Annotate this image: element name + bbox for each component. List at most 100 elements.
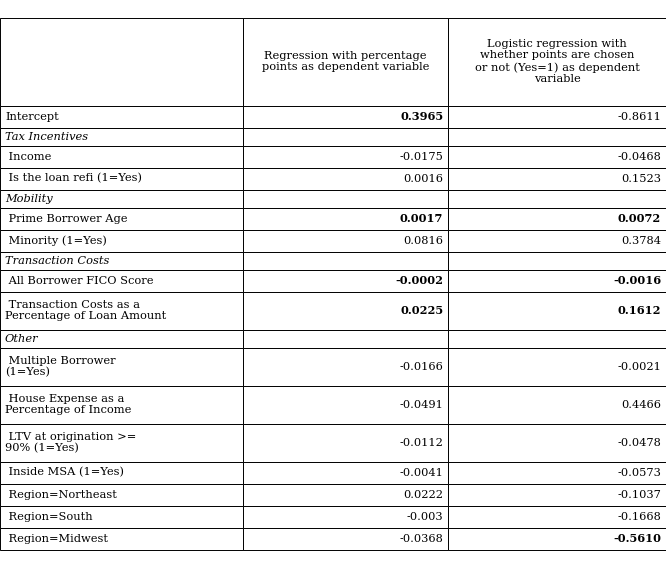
Bar [448, 484, 666, 506]
Bar [0, 167, 243, 189]
Bar [243, 506, 448, 527]
Bar [0, 348, 243, 386]
Text: 0.4466: 0.4466 [621, 400, 661, 409]
Text: Logistic regression with
whether points are chosen
or not (Yes=1) as dependent
v: Logistic regression with whether points … [475, 39, 639, 84]
Bar [0, 208, 243, 230]
Text: 0.0017: 0.0017 [400, 213, 443, 224]
Text: -0.0021: -0.0021 [617, 362, 661, 371]
Bar [448, 291, 666, 329]
Bar [448, 348, 666, 386]
Text: -0.0478: -0.0478 [617, 438, 661, 447]
Bar [448, 462, 666, 484]
Text: Prime Borrower Age: Prime Borrower Age [5, 214, 127, 223]
Text: 0.0016: 0.0016 [403, 174, 443, 184]
Bar [243, 527, 448, 549]
Bar [0, 230, 243, 252]
Bar [0, 527, 243, 549]
Text: 0.3784: 0.3784 [621, 235, 661, 246]
Text: -0.003: -0.003 [406, 511, 443, 522]
Text: -0.0002: -0.0002 [395, 275, 443, 286]
Text: -0.1668: -0.1668 [617, 511, 661, 522]
Bar [243, 208, 448, 230]
Bar [243, 252, 448, 269]
Text: Regression with percentage
points as dependent variable: Regression with percentage points as dep… [262, 50, 430, 73]
Text: 0.0225: 0.0225 [400, 305, 443, 316]
Bar [243, 230, 448, 252]
Text: -0.5610: -0.5610 [613, 533, 661, 544]
Text: Region=Midwest: Region=Midwest [5, 534, 108, 544]
Bar [448, 230, 666, 252]
Bar [448, 424, 666, 462]
Text: -0.0368: -0.0368 [400, 534, 443, 544]
Bar [243, 269, 448, 291]
Bar [448, 167, 666, 189]
Bar [0, 386, 243, 424]
Text: Transaction Costs: Transaction Costs [5, 256, 109, 265]
Text: -0.0041: -0.0041 [400, 468, 443, 477]
Bar [0, 462, 243, 484]
Bar [0, 291, 243, 329]
Text: -0.1037: -0.1037 [617, 489, 661, 500]
Bar [448, 252, 666, 269]
Bar [0, 329, 243, 348]
Bar [243, 329, 448, 348]
Bar [243, 105, 448, 128]
Bar [243, 462, 448, 484]
Bar [243, 146, 448, 167]
Bar [448, 329, 666, 348]
Text: Minority (1=Yes): Minority (1=Yes) [5, 235, 107, 246]
Text: 0.1612: 0.1612 [617, 305, 661, 316]
Bar [0, 128, 243, 146]
Text: Is the loan refi (1=Yes): Is the loan refi (1=Yes) [5, 174, 142, 184]
Bar [0, 105, 243, 128]
Text: 0.0072: 0.0072 [618, 213, 661, 224]
Bar [448, 128, 666, 146]
Bar [243, 386, 448, 424]
Bar [243, 424, 448, 462]
Bar [448, 189, 666, 208]
Text: House Expense as a
Percentage of Income: House Expense as a Percentage of Income [5, 393, 131, 415]
Bar [448, 506, 666, 527]
Bar [0, 506, 243, 527]
Bar [0, 252, 243, 269]
Text: LTV at origination >=
90% (1=Yes): LTV at origination >= 90% (1=Yes) [5, 431, 137, 454]
Bar [448, 18, 666, 105]
Bar [0, 146, 243, 167]
Bar [0, 269, 243, 291]
Bar [243, 128, 448, 146]
Text: Transaction Costs as a
Percentage of Loan Amount: Transaction Costs as a Percentage of Loa… [5, 300, 166, 321]
Text: Inside MSA (1=Yes): Inside MSA (1=Yes) [5, 467, 124, 477]
Text: -0.0016: -0.0016 [613, 275, 661, 286]
Bar [448, 208, 666, 230]
Text: -0.0491: -0.0491 [400, 400, 443, 409]
Bar [0, 189, 243, 208]
Bar [448, 105, 666, 128]
Text: -0.0175: -0.0175 [400, 151, 443, 162]
Text: -0.0468: -0.0468 [617, 151, 661, 162]
Bar [448, 269, 666, 291]
Text: Mobility: Mobility [5, 193, 53, 204]
Text: Other: Other [5, 333, 39, 344]
Text: Multiple Borrower
(1=Yes): Multiple Borrower (1=Yes) [5, 356, 116, 378]
Text: 0.3965: 0.3965 [400, 111, 443, 122]
Bar [0, 484, 243, 506]
Text: All Borrower FICO Score: All Borrower FICO Score [5, 276, 153, 286]
Text: Income: Income [5, 151, 51, 162]
Text: 0.0222: 0.0222 [403, 489, 443, 500]
Bar [448, 386, 666, 424]
Text: Region=Northeast: Region=Northeast [5, 489, 117, 500]
Bar [0, 18, 243, 105]
Bar [448, 146, 666, 167]
Text: -0.0112: -0.0112 [400, 438, 443, 447]
Bar [243, 167, 448, 189]
Text: 0.0816: 0.0816 [403, 235, 443, 246]
Bar [243, 291, 448, 329]
Text: Intercept: Intercept [5, 112, 59, 121]
Bar [243, 348, 448, 386]
Bar [243, 18, 448, 105]
Bar [0, 424, 243, 462]
Text: 0.1523: 0.1523 [621, 174, 661, 184]
Bar [243, 189, 448, 208]
Text: -0.0166: -0.0166 [400, 362, 443, 371]
Bar [448, 527, 666, 549]
